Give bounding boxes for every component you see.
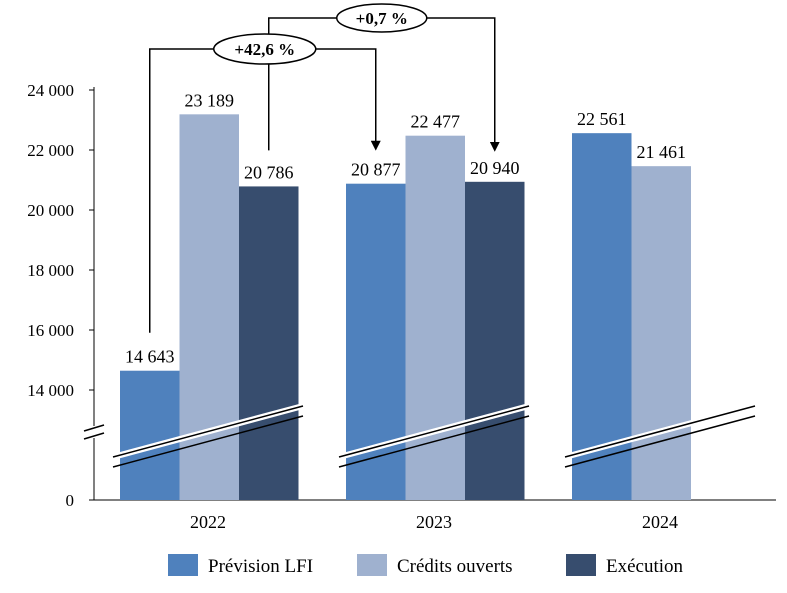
data-label: 21 461 — [637, 142, 687, 162]
bar-cr-dits-ouverts-2022 — [179, 114, 239, 500]
break-line — [564, 415, 756, 468]
data-label: 14 643 — [125, 347, 175, 367]
y-tick-label: 22 000 — [27, 141, 74, 160]
break-line — [338, 405, 530, 458]
legend-swatch — [168, 554, 198, 576]
break-line — [112, 415, 304, 468]
x-category-label: 2022 — [190, 512, 226, 532]
legend: Prévision LFI Crédits ouverts Exécution — [168, 554, 684, 577]
legend-swatch — [357, 554, 387, 576]
data-label: 23 189 — [185, 90, 235, 110]
y-axis-break-mark — [83, 424, 105, 432]
data-label: 20 940 — [470, 158, 520, 178]
bar-pr-vision-lfi-2022 — [120, 370, 180, 500]
y-tick-label: 0 — [66, 491, 75, 510]
bars — [120, 114, 691, 501]
legend-label: Crédits ouverts — [397, 556, 513, 577]
legend-swatch — [566, 554, 596, 576]
y-tick-label: 20 000 — [27, 201, 74, 220]
break-line — [112, 405, 304, 458]
y-tick-label: 24 000 — [27, 81, 74, 100]
y-tick-label: 18 000 — [27, 261, 74, 280]
axis-break-marks — [112, 403, 756, 468]
x-category-label: 2023 — [416, 512, 452, 532]
data-label: 20 786 — [244, 162, 294, 182]
axes: 0 14 000 16 000 18 000 20 000 22 000 24 000 202… — [27, 81, 776, 532]
y-tick-label: 14 000 — [27, 381, 74, 400]
x-category-label: 2024 — [642, 512, 678, 532]
bar-ex-cution-2022 — [239, 186, 299, 501]
bar-ex-cution-2023 — [465, 181, 525, 501]
growth-label-execution: +0,7 % — [356, 9, 408, 28]
growth-arrow-execution — [268, 17, 500, 152]
data-label: 20 877 — [351, 160, 401, 180]
break-line — [338, 415, 530, 468]
legend-label: Prévision LFI — [208, 556, 313, 577]
y-axis-break-mark — [83, 432, 105, 440]
growth-badge-lfi — [213, 33, 317, 65]
y-tick-label: 16 000 — [27, 321, 74, 340]
break-line — [564, 405, 756, 458]
data-label: 22 561 — [577, 109, 627, 129]
data-labels: 14 643 23 189 20 786 20 877 22 477 20 940 22 5… — [125, 90, 686, 366]
bar-cr-dits-ouverts-2023 — [405, 135, 465, 500]
growth-annotations: +42,6 % +0,7 % — [149, 3, 500, 333]
bar-cr-dits-ouverts-2024 — [631, 166, 691, 501]
growth-badge-execution — [336, 3, 428, 33]
data-label: 22 477 — [411, 112, 461, 132]
growth-label-lfi: +42,6 % — [234, 40, 295, 59]
legend-label: Exécution — [606, 556, 684, 577]
